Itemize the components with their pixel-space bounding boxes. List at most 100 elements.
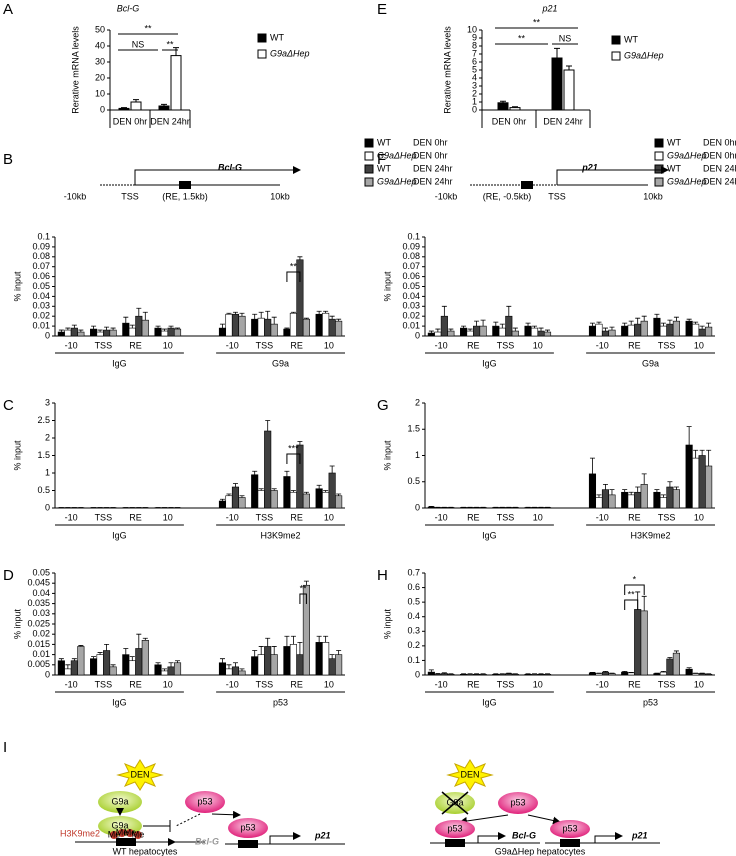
bar	[231, 666, 240, 676]
y-axis-title: % input	[12, 608, 22, 639]
bar	[473, 325, 481, 337]
error-bar	[129, 324, 135, 329]
bar	[289, 644, 297, 676]
error-bar	[706, 322, 712, 328]
methyl: Me	[116, 827, 129, 837]
bar	[302, 493, 310, 509]
den-burst	[446, 759, 494, 791]
tss-arrow	[134, 166, 301, 185]
x-tick-label: -10	[435, 679, 448, 689]
bar	[322, 312, 330, 337]
bar	[335, 495, 343, 509]
y-tick-label: 0.05	[32, 567, 50, 577]
x-tick-label: TSS	[95, 512, 113, 522]
error-bar	[667, 319, 673, 325]
error-bar	[706, 449, 712, 466]
element	[116, 838, 136, 846]
y-tick-label: 0.7	[407, 567, 420, 577]
error-bar	[258, 646, 264, 655]
error-bar	[686, 667, 692, 670]
y-tick-label: 0.5	[407, 476, 420, 486]
legend-swatch	[611, 51, 621, 61]
bar	[497, 102, 509, 111]
y-tick-label: 0.07	[402, 261, 420, 271]
error-bar	[284, 470, 290, 477]
error-bar	[673, 650, 679, 654]
y-tick-label: 0.03	[32, 608, 50, 618]
significance: **	[290, 261, 298, 271]
error-bar	[303, 580, 309, 586]
significance: NS	[559, 33, 572, 43]
legend-label: WT	[667, 163, 681, 173]
bar	[257, 654, 265, 676]
error-bar	[303, 491, 309, 494]
bracket	[286, 453, 301, 464]
bar	[621, 491, 629, 509]
error-bar	[136, 307, 142, 317]
error-bar	[142, 311, 148, 321]
error-bar	[129, 656, 135, 661]
error-bar	[91, 325, 97, 330]
x-tick-label: RE	[467, 340, 480, 350]
bar	[170, 55, 182, 111]
y-tick-label: 0.4	[407, 611, 420, 621]
error-bar	[271, 646, 277, 655]
error-bar	[602, 670, 608, 673]
x-tick-label: RE	[628, 512, 641, 522]
bar	[698, 455, 706, 509]
y-tick-label: 0	[45, 330, 50, 340]
error-bar	[329, 315, 335, 320]
bar	[601, 671, 610, 676]
re-box	[521, 181, 533, 189]
inhibit	[143, 820, 171, 832]
bar	[543, 673, 552, 676]
legend-swatch	[364, 164, 374, 174]
error-bar	[641, 473, 647, 485]
x-tick-label: 10	[694, 512, 704, 522]
x-tick-label: DEN 24hr	[543, 116, 583, 126]
x-tick-label: 10	[163, 679, 173, 689]
y-tick-label: 0	[100, 104, 105, 114]
x-tick-label: TSS	[658, 340, 676, 350]
bar	[659, 671, 667, 676]
y-tick-label: 1	[45, 467, 50, 477]
locus-label: TSS	[121, 191, 139, 201]
error-bar	[290, 311, 296, 314]
legend-label: WT	[377, 137, 391, 147]
legend-condition: DEN 0hr	[413, 137, 448, 147]
panel-letter: E	[377, 1, 387, 18]
error-bar	[219, 323, 225, 329]
y-tick-label: 1.5	[407, 424, 420, 434]
group-label: IgG	[482, 697, 497, 707]
bar	[595, 323, 603, 337]
error-bar	[596, 494, 602, 498]
y-tick-label: 9	[472, 32, 477, 42]
y-axis-title: Rerative mRNA levels	[70, 26, 80, 114]
bar	[173, 328, 182, 337]
legend-swatch	[654, 177, 664, 187]
y-tick-label: 8	[472, 40, 477, 50]
node-label: p53	[240, 822, 255, 832]
bar	[225, 495, 233, 509]
error-bar	[58, 329, 64, 333]
error-bar	[641, 315, 647, 322]
error-bar	[142, 637, 148, 641]
bar	[705, 465, 713, 509]
methyl: Me	[124, 827, 137, 837]
error-bar	[168, 325, 174, 329]
bar	[537, 330, 545, 337]
legend-label: WT	[377, 163, 391, 173]
bar	[103, 650, 111, 676]
locus-label: TSS	[548, 191, 566, 201]
gene: p21	[314, 830, 331, 840]
y-tick-label: 0.05	[402, 281, 420, 291]
x-tick-label: TSS	[95, 679, 113, 689]
y-tick-label: 0	[45, 669, 50, 679]
error-bar	[506, 305, 512, 317]
bar	[160, 330, 169, 337]
x-tick-label: 10	[694, 340, 704, 350]
error-bar	[284, 635, 290, 647]
panel-letter: I	[3, 739, 7, 756]
locus-label: (RE, -0.5kb)	[483, 191, 532, 201]
x-tick-label: DEN 24hr	[150, 116, 190, 126]
